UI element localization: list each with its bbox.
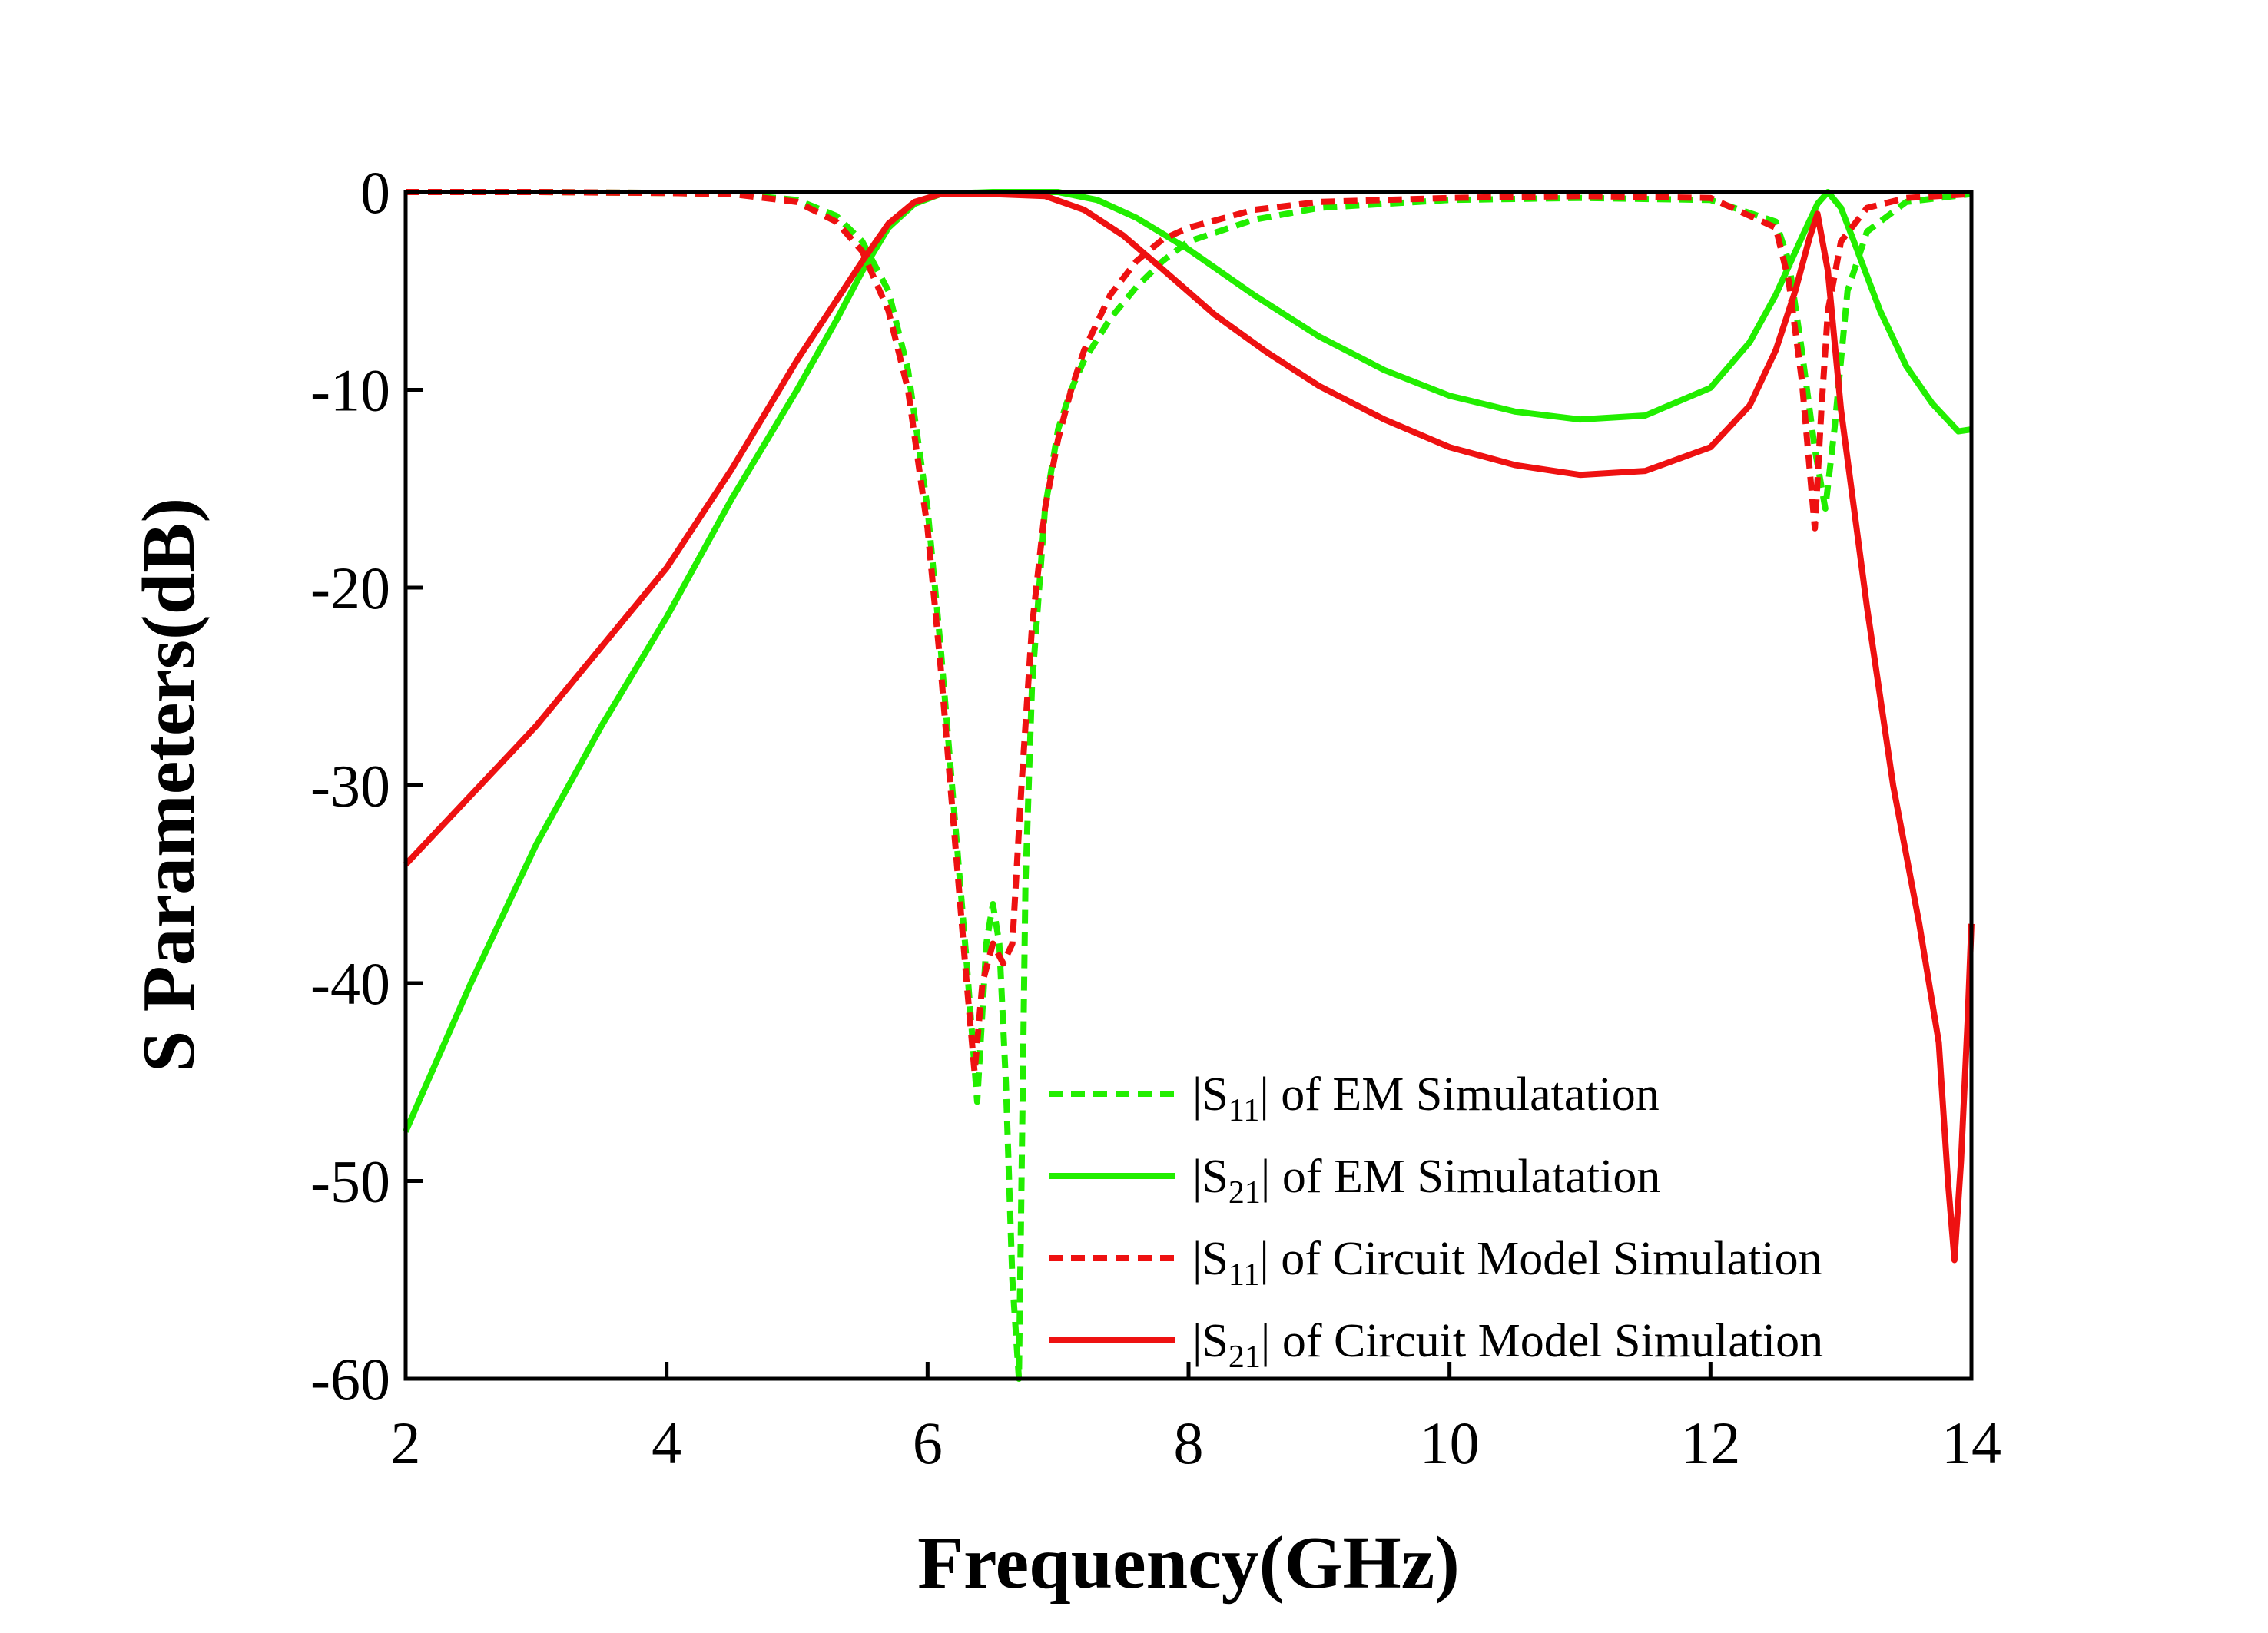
x-axis-title: Frequency(GHz) <box>917 1522 1460 1605</box>
x-tick-label: 8 <box>1174 1409 1204 1476</box>
plot-frame <box>403 190 1974 1381</box>
y-tick-label: -10 <box>310 357 390 424</box>
legend-label-2: |S21| of EM Simulatation <box>1192 1151 1660 1211</box>
series-line-2 <box>403 189 1972 1133</box>
series-line-4 <box>403 190 1975 1264</box>
y-tick-label: -40 <box>310 950 390 1017</box>
y-tick-label: -50 <box>310 1148 390 1215</box>
plot-curves <box>403 189 1975 1382</box>
x-tick-label: 2 <box>391 1409 421 1476</box>
x-tick-label: 14 <box>1941 1409 2001 1476</box>
series-line-3 <box>406 189 1972 1075</box>
y-axis-ticks: 0 -10 -20 -30 -40 -50 -60 <box>310 159 423 1413</box>
x-tick-label: 4 <box>652 1409 681 1476</box>
x-tick-label: 12 <box>1680 1409 1740 1476</box>
y-tick-label: -60 <box>310 1346 390 1413</box>
y-tick-label: -20 <box>310 555 390 621</box>
x-tick-label: 10 <box>1420 1409 1480 1476</box>
y-tick-label: 0 <box>360 159 390 226</box>
legend-label-3: |S11| of Circuit Model Simulation <box>1192 1233 1822 1293</box>
y-axis-title: S Parameters(dB) <box>128 498 211 1072</box>
x-axis-ticks: 2 4 6 8 10 12 14 <box>391 1362 2001 1476</box>
x-tick-label: 6 <box>913 1409 943 1476</box>
legend-label-4: |S21| of Circuit Model Simulation <box>1192 1315 1823 1375</box>
legend-label-1: |S11| of EM Simulatation <box>1192 1068 1660 1128</box>
y-tick-label: -30 <box>310 753 390 820</box>
series-line-1 <box>406 189 1972 1382</box>
legend: |S11| of EM Simulatation |S21| of EM Simu… <box>1049 1068 1823 1375</box>
